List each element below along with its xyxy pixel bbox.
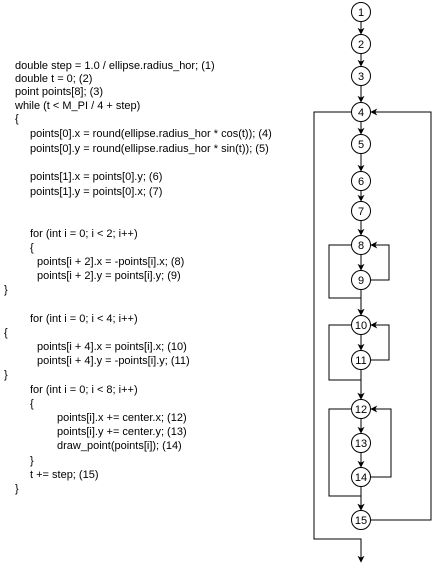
node-label: 15 (355, 515, 367, 527)
node-label: 10 (355, 320, 367, 332)
code-line: point points[8]; (3) (15, 86, 104, 98)
node-label: 3 (358, 71, 364, 83)
code-line: { (15, 113, 19, 125)
code-line: } (30, 455, 34, 467)
code-line: } (4, 284, 8, 296)
edge-12-15 (328, 408, 365, 511)
node-2: 2 (351, 34, 371, 54)
node-label: 2 (358, 39, 364, 51)
code-line: points[i + 2].x = -points[i].x; (8) (37, 256, 185, 268)
node-label: 6 (358, 176, 364, 188)
graph-nodes: 1 2 3 4 5 6 7 8 9 10 11 12 13 14 15 (351, 2, 371, 530)
node-label: 4 (358, 107, 364, 119)
code-line: t += step; (15) (30, 469, 99, 481)
node-9: 9 (351, 270, 371, 290)
code-line: { (4, 327, 8, 339)
edge-15-4 (370, 108, 432, 521)
node-5: 5 (351, 134, 371, 154)
edge-4-exit (313, 111, 365, 563)
code-line: points[i + 2].y = points[i].y; (9) (37, 270, 181, 282)
code-line: } (4, 369, 8, 381)
node-label: 1 (358, 7, 364, 19)
edge-9-8 (370, 241, 390, 281)
node-label: 12 (355, 404, 367, 416)
code-line: for (int i = 0; i < 8; i++) (30, 384, 138, 396)
code-line: points[1].y = points[0].x; (7) (30, 186, 163, 198)
code-line: for (int i = 0; i < 4; i++) (30, 313, 138, 325)
code-line: points[i + 4].y = -points[i].y; (11) (37, 355, 190, 367)
node-label: 9 (358, 275, 364, 287)
node-label: 7 (358, 206, 364, 218)
node-7: 7 (351, 201, 371, 221)
code-line: { (30, 242, 34, 254)
code-line: double step = 1.0 / ellipse.radius_hor; … (15, 60, 215, 72)
node-label: 5 (358, 139, 364, 151)
code-line: { (30, 398, 34, 410)
node-10: 10 (351, 315, 371, 335)
code-line: points[i].y += center.y; (13) (57, 426, 187, 438)
code-line: } (15, 483, 19, 495)
node-3: 3 (351, 66, 371, 86)
node-6: 6 (351, 171, 371, 191)
node-11: 11 (351, 350, 371, 370)
node-15: 15 (351, 510, 371, 530)
code-line: points[i].x += center.x; (12) (57, 412, 187, 424)
node-1: 1 (351, 2, 371, 22)
code-line: while (t < M_PI / 4 + step) (15, 100, 141, 112)
source-code: double step = 1.0 / ellipse.radius_hor; … (4, 60, 272, 495)
node-4: 4 (351, 102, 371, 122)
node-14: 14 (351, 467, 371, 487)
node-label: 14 (355, 472, 367, 484)
code-line: points[0].y = round(ellipse.radius_hor *… (30, 143, 269, 155)
code-line: points[i + 4].x = points[i].x; (10) (37, 341, 187, 353)
edge-11-10 (370, 321, 390, 361)
node-label: 8 (358, 240, 364, 252)
node-13: 13 (351, 433, 371, 453)
code-line: double t = 0; (2) (15, 73, 93, 85)
code-line: for (int i = 0; i < 2; i++) (30, 228, 138, 240)
code-line: points[0].x = round(ellipse.radius_hor *… (30, 128, 272, 140)
edge-14-12 (370, 405, 392, 478)
code-line: draw_point(points[i]); (14) (57, 440, 182, 452)
code-line: points[1].x = points[0].y; (6) (30, 171, 163, 183)
node-8: 8 (351, 235, 371, 255)
node-label: 13 (355, 438, 367, 450)
node-label: 11 (355, 355, 366, 367)
node-12: 12 (351, 399, 371, 419)
